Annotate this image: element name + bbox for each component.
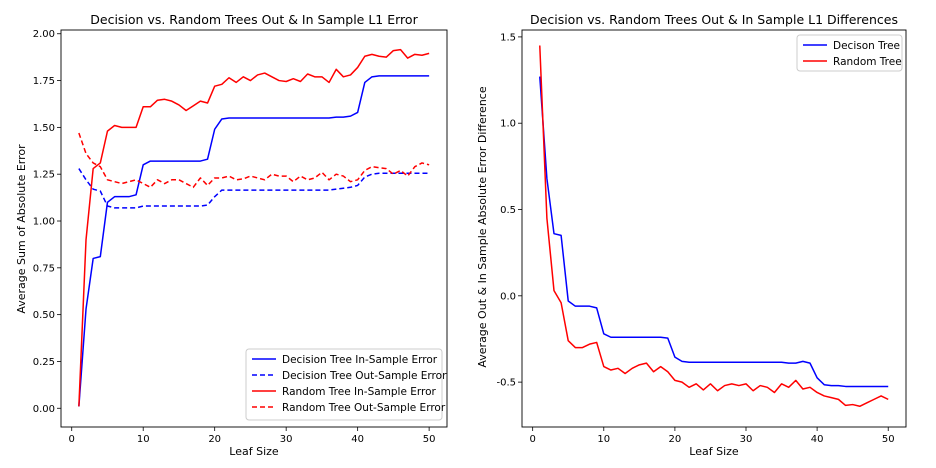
left-chart-series-line (78, 168, 430, 209)
left-chart-ytick-label: 1.25 (33, 170, 55, 181)
right-chart-ytick-label: -0.5 (496, 378, 516, 389)
left-chart-ytick-label: 1.75 (33, 76, 55, 87)
left-chart-legend-label: Decision Tree In-Sample Error (282, 354, 438, 366)
right-chart: Decision vs. Random Trees Out & In Sampl… (476, 12, 907, 458)
left-chart-xtick-label: 0 (69, 434, 75, 445)
left-chart-xtick-label: 50 (423, 434, 436, 445)
right-chart-xtick-label: 40 (811, 434, 824, 445)
left-chart-ytick-label: 2.00 (33, 29, 55, 40)
left-chart-legend-label: Random Tree Out-Sample Error (282, 402, 446, 414)
left-chart-xtick-label: 30 (280, 434, 293, 445)
left-chart-series-line (78, 75, 430, 407)
right-chart-legend-box (796, 34, 903, 72)
left-chart-ytick-label: 0.75 (33, 263, 55, 274)
left-chart-ylabel: Average Sum of Absolute Error (15, 144, 28, 314)
left-chart-legend-label: Random Tree In-Sample Error (282, 386, 437, 398)
left-chart-ytick-label: 1.50 (33, 123, 55, 134)
left-chart: Decision vs. Random Trees Out & In Sampl… (15, 12, 448, 458)
right-chart-ytick-label: 1.5 (500, 32, 516, 43)
right-chart-legend-label: Random Tree (833, 56, 902, 68)
right-chart-ytick-label: 0.5 (500, 205, 516, 216)
left-chart-series-line (78, 132, 430, 189)
right-chart-legend-label: Decison Tree (833, 40, 900, 52)
left-chart-ytick-label: 0.50 (33, 310, 55, 321)
right-chart-xtick-label: 50 (882, 434, 895, 445)
left-chart-legend: Decision Tree In-Sample Error Decision Tr… (245, 348, 447, 421)
right-chart-axes-frame (521, 29, 907, 428)
right-chart-title: Decision vs. Random Trees Out & In Sampl… (530, 12, 898, 27)
right-chart-ytick-label: 0.0 (500, 291, 516, 302)
right-chart-ylabel: Average Out & In Sample Absolute Error D… (476, 86, 489, 367)
right-chart-series-line (539, 45, 889, 408)
right-chart-ytick-label: 1.0 (500, 119, 516, 130)
left-chart-ytick-label: 0.00 (33, 404, 55, 415)
right-chart-legend: Decison Tree Random Tree (796, 34, 903, 72)
left-chart-xtick-label: 10 (137, 434, 150, 445)
left-chart-legend-box (245, 348, 443, 421)
right-chart-xtick-label: 30 (740, 434, 753, 445)
right-chart-xlabel: Leaf Size (689, 445, 739, 458)
left-chart-ytick-label: 1.00 (33, 217, 55, 228)
right-chart-xtick-label: 10 (597, 434, 610, 445)
right-chart-xtick-label: 0 (529, 434, 535, 445)
left-chart-xtick-label: 20 (208, 434, 221, 445)
left-chart-title: Decision vs. Random Trees Out & In Sampl… (90, 12, 418, 27)
left-chart-axes-frame (60, 29, 448, 428)
left-chart-series-line (78, 48, 430, 407)
right-chart-series-line (539, 76, 889, 388)
left-chart-xtick-label: 40 (351, 434, 364, 445)
left-chart-ytick-label: 0.25 (33, 357, 55, 368)
right-chart-xtick-label: 20 (669, 434, 682, 445)
left-chart-xlabel: Leaf Size (229, 445, 279, 458)
left-chart-legend-label: Decision Tree Out-Sample Error (282, 370, 447, 382)
